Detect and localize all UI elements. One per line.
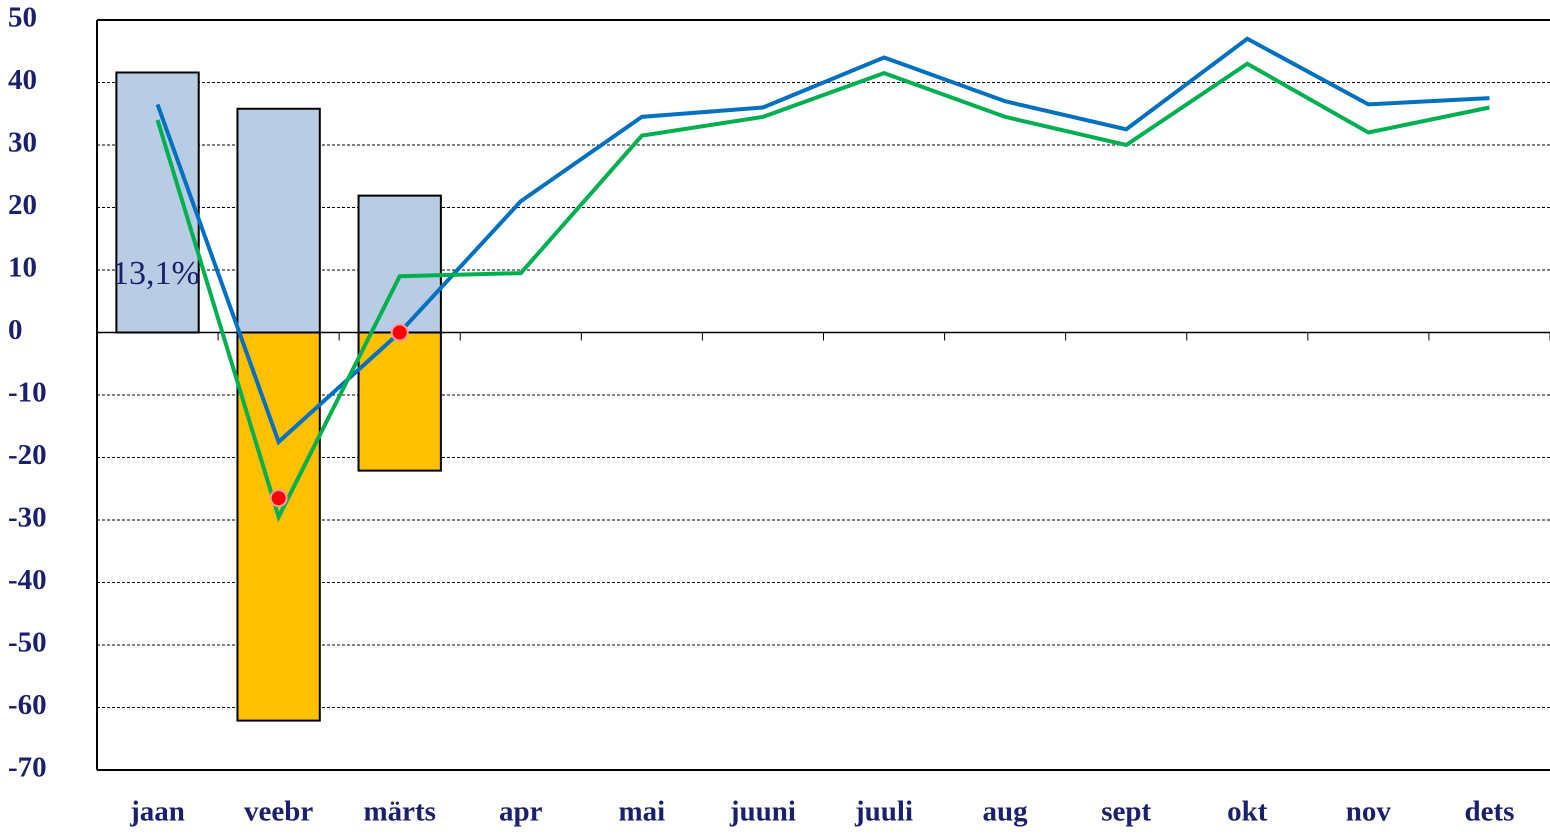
marker	[269, 489, 288, 508]
x-tick-label: märts	[363, 796, 435, 828]
x-tick-label: nov	[1346, 796, 1392, 828]
y-tick-label: -10	[8, 377, 47, 409]
y-tick-label: -60	[8, 689, 47, 721]
y-tick-label: -20	[8, 439, 47, 471]
x-tick-label: apr	[499, 796, 543, 828]
line	[155, 36, 1490, 446]
x-tick-label: okt	[1227, 796, 1268, 828]
y-tick-label: 20	[8, 189, 37, 221]
y-tick-label: 30	[8, 127, 37, 159]
y-tick-label: 40	[8, 64, 37, 96]
x-tick-label: veebr	[244, 796, 313, 828]
bar	[115, 71, 200, 334]
y-tick-label: 10	[8, 252, 37, 284]
y-tick-label: -30	[8, 502, 47, 534]
x-tick-label: sept	[1101, 796, 1151, 828]
annotation: 13,1%	[112, 255, 200, 292]
y-tick-label: 0	[8, 314, 23, 346]
y-tick-label: -50	[8, 627, 47, 659]
x-tick-label: jaan	[129, 796, 185, 828]
y-tick-label: -40	[8, 564, 47, 596]
x-tick-label: juuli	[854, 796, 913, 828]
bar	[357, 194, 442, 334]
bar	[236, 107, 321, 334]
y-tick-label: -70	[8, 752, 47, 784]
x-tick-label: dets	[1464, 796, 1514, 828]
line	[155, 61, 1490, 523]
x-tick-label: mai	[619, 796, 666, 828]
marker	[390, 323, 409, 342]
x-tick-label: aug	[983, 796, 1029, 828]
y-tick-label: 50	[8, 2, 37, 34]
bar	[357, 331, 442, 472]
x-tick-label: juuni	[729, 796, 796, 828]
bar	[236, 331, 321, 722]
